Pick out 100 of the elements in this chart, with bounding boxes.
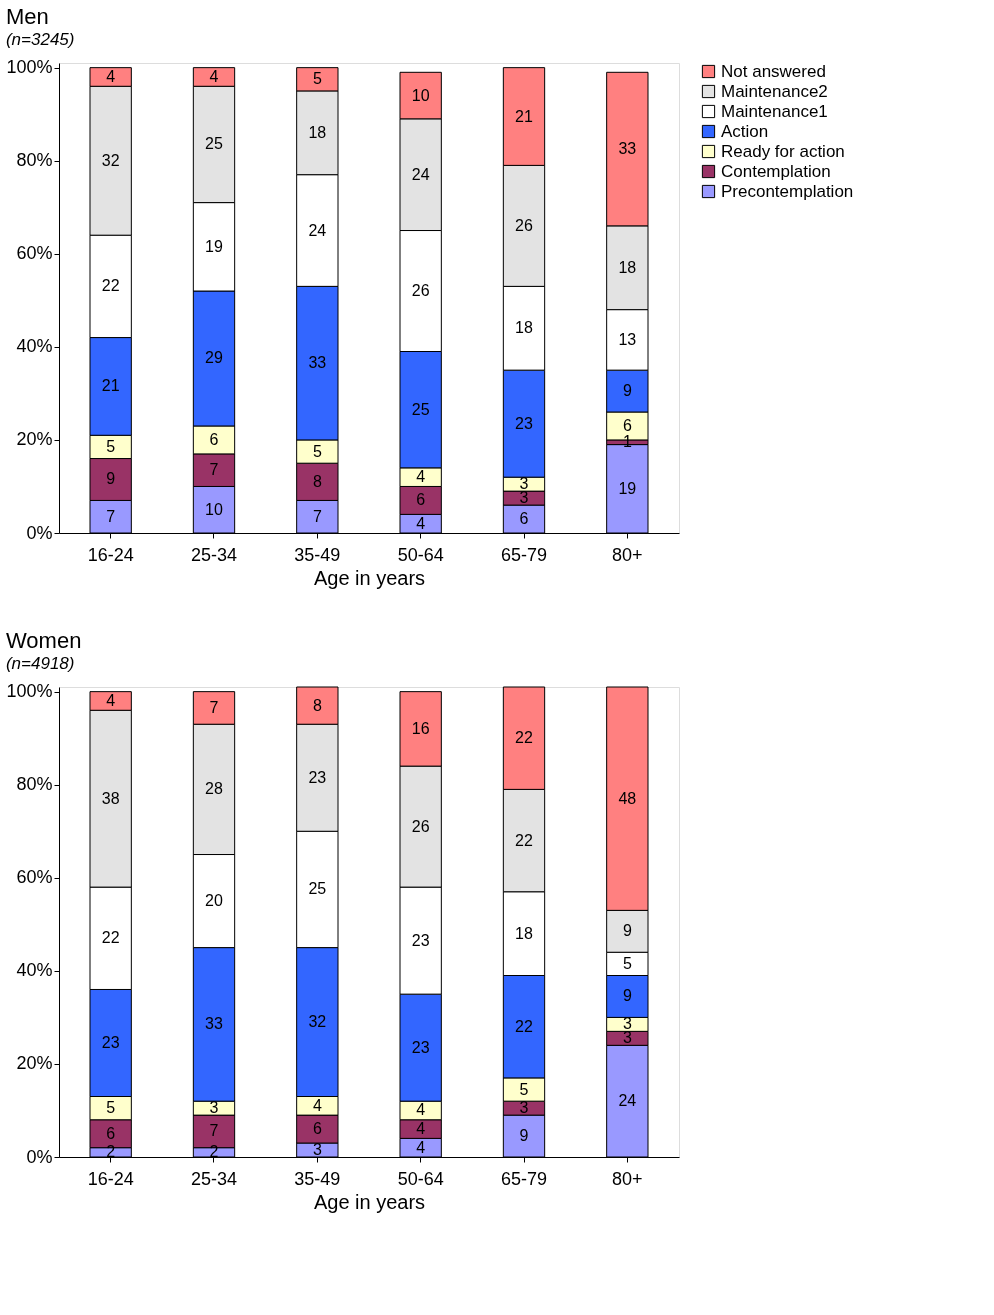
x-tick-label: 50-64 <box>397 1168 444 1189</box>
data-label: 22 <box>101 929 120 947</box>
data-label: 5 <box>106 1099 116 1117</box>
data-label: 23 <box>308 768 327 786</box>
x-tick-label: 35-49 <box>294 1168 341 1189</box>
data-label: 48 <box>618 789 637 807</box>
x-tick-label: 50-64 <box>397 544 444 565</box>
chart-title: Men <box>5 3 49 29</box>
chart-subtitle: (n=4918) <box>5 653 75 673</box>
data-label: 19 <box>205 237 223 255</box>
data-label: 23 <box>411 931 430 949</box>
data-label: 23 <box>101 1033 120 1051</box>
data-label: 23 <box>515 414 533 432</box>
data-label: 4 <box>312 1096 322 1114</box>
data-label: 25 <box>205 135 223 153</box>
data-label: 5 <box>622 954 632 972</box>
data-label: 22 <box>101 277 120 295</box>
x-tick-label: 65-79 <box>500 544 548 565</box>
data-label: 23 <box>411 1038 430 1056</box>
legend-label: Maintenance2 <box>721 81 828 101</box>
x-tick-label: 65-79 <box>500 1168 548 1189</box>
x-tick-label: 25-34 <box>190 1168 238 1189</box>
x-axis-title: Age in years <box>313 566 426 589</box>
data-label: 4 <box>106 67 116 85</box>
data-label: 22 <box>515 1017 533 1035</box>
data-label: 21 <box>515 107 533 125</box>
chart-title: Women <box>5 627 82 653</box>
data-label: 32 <box>101 151 120 169</box>
data-label: 33 <box>618 140 637 158</box>
data-label: 4 <box>416 1101 426 1119</box>
data-label: 18 <box>618 258 637 276</box>
x-tick-label: 35-49 <box>294 544 341 565</box>
data-label: 2 <box>209 1143 219 1161</box>
x-tick-label: 80+ <box>612 1168 643 1189</box>
data-label: 7 <box>209 1122 219 1140</box>
data-label: 33 <box>205 1015 223 1033</box>
chart-subtitle: (n=3245) <box>5 29 75 49</box>
legend-label: Action <box>721 121 769 141</box>
y-tick-label: 80% <box>16 150 53 171</box>
y-tick-label: 0% <box>26 522 53 543</box>
data-label: 9 <box>106 470 116 488</box>
y-tick-label: 100% <box>6 681 53 702</box>
x-tick-label: 16-24 <box>87 544 134 565</box>
data-label: 4 <box>416 1138 426 1156</box>
data-label: 7 <box>106 507 116 525</box>
data-label: 25 <box>308 880 327 898</box>
data-label: 4 <box>106 691 116 709</box>
data-label: 5 <box>519 1080 529 1098</box>
data-label: 26 <box>411 282 430 300</box>
data-label: 4 <box>416 514 426 532</box>
data-label: 5 <box>106 437 116 455</box>
data-label: 33 <box>308 354 327 372</box>
data-label: 9 <box>622 922 632 940</box>
data-label: 7 <box>312 507 322 525</box>
y-tick-label: 40% <box>16 960 53 981</box>
y-tick-label: 80% <box>16 774 53 795</box>
data-label: 10 <box>411 86 430 104</box>
data-label: 38 <box>101 789 120 807</box>
legend-label: Contemplation <box>721 161 831 181</box>
data-label: 1 <box>622 433 632 451</box>
data-label: 6 <box>519 510 529 528</box>
data-label: 6 <box>416 491 426 509</box>
data-label: 18 <box>515 924 533 942</box>
data-label: 6 <box>622 416 632 434</box>
data-label: 18 <box>515 319 533 337</box>
y-tick-label: 40% <box>16 336 53 357</box>
data-label: 4 <box>416 1120 426 1138</box>
data-label: 9 <box>519 1127 529 1145</box>
data-label: 9 <box>622 987 632 1005</box>
data-label: 4 <box>209 67 219 85</box>
data-label: 26 <box>411 817 430 835</box>
data-label: 4 <box>416 468 426 486</box>
data-label: 3 <box>209 1099 219 1117</box>
data-label: 3 <box>312 1141 322 1159</box>
y-tick-label: 20% <box>16 429 53 450</box>
data-label: 24 <box>308 221 327 239</box>
data-label: 19 <box>618 479 637 497</box>
y-tick-label: 0% <box>26 1146 53 1167</box>
data-label: 22 <box>515 729 533 747</box>
data-label: 5 <box>312 442 322 460</box>
data-label: 2 <box>106 1143 116 1161</box>
data-label: 26 <box>515 216 533 234</box>
data-label: 10 <box>205 500 223 518</box>
data-label: 21 <box>101 377 120 395</box>
y-tick-label: 100% <box>6 57 53 78</box>
data-label: 6 <box>312 1120 322 1138</box>
data-label: 18 <box>308 123 327 141</box>
x-tick-label: 16-24 <box>87 1168 134 1189</box>
data-label: 22 <box>515 831 533 849</box>
data-label: 3 <box>519 1099 529 1117</box>
data-label: 16 <box>411 719 430 737</box>
data-label: 20 <box>205 892 223 910</box>
data-label: 29 <box>205 349 223 367</box>
data-label: 8 <box>312 696 322 714</box>
data-label: 28 <box>205 780 223 798</box>
data-label: 25 <box>411 400 430 418</box>
x-axis-title: Age in years <box>313 1190 426 1213</box>
x-tick-label: 25-34 <box>190 544 238 565</box>
data-label: 7 <box>209 461 219 479</box>
data-label: 24 <box>618 1092 637 1110</box>
